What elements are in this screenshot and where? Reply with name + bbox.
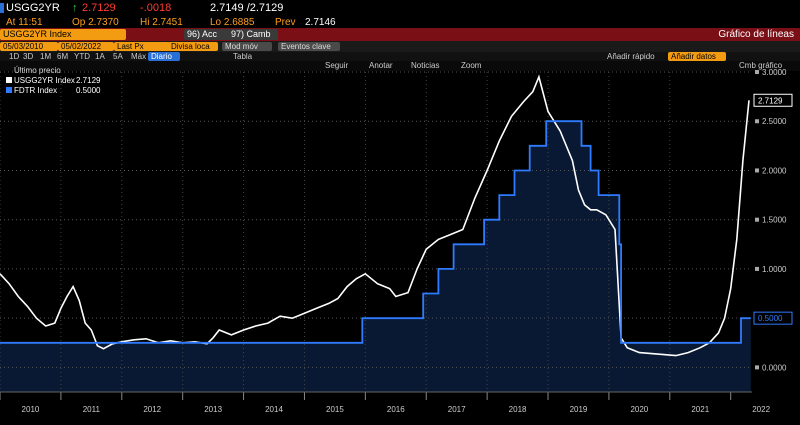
x-tick-label: 2017	[448, 405, 466, 414]
bid-ask: 2.7149 /2.7129	[210, 2, 284, 14]
security-field[interactable]: USGG2YR Index	[0, 29, 126, 40]
x-tick-label: 2014	[265, 405, 283, 414]
camb-button[interactable]: 97) Camb	[228, 29, 278, 40]
y-tick-mark	[755, 365, 759, 370]
y-tick-label: 3.0000	[762, 68, 787, 77]
x-tick-label: 2012	[143, 405, 161, 414]
date-bar: 05/03/2010 05/02/2022 Last Px Divisa loc…	[0, 41, 800, 52]
x-tick-label: 2022	[752, 405, 770, 414]
up-arrow-icon: ↑	[72, 2, 78, 14]
x-tick-label: 2019	[570, 405, 588, 414]
period-1d[interactable]: 1D	[9, 52, 20, 61]
period-6m[interactable]: 6M	[57, 52, 69, 61]
currency-select[interactable]: Divisa loca	[168, 42, 218, 51]
legend-swatch	[6, 77, 12, 83]
y-tick-label: 1.5000	[762, 216, 787, 225]
last-fdtr-label: 0.5000	[758, 314, 783, 323]
last-usgg2yr-label: 2.7129	[758, 96, 783, 105]
x-tick-label: 2013	[204, 405, 222, 414]
fdtr-line	[0, 120, 751, 344]
legend-swatch	[6, 87, 12, 93]
period-bar: 1D 3D 1M 6M YTD 1A 5A Máx Diario Tabla A…	[0, 52, 800, 61]
field-select[interactable]: Last Px	[114, 42, 170, 51]
legend-name: USGG2YR Index	[14, 76, 75, 85]
quote-stats: At 11:51 Op 2.7370 Hi 2.7451 Lo 2.6885 P…	[0, 17, 800, 28]
y-tick-mark	[755, 217, 759, 222]
news-button[interactable]: Noticias	[411, 61, 440, 70]
ticker-label[interactable]: USGG2YR	[6, 2, 60, 14]
acc-button[interactable]: 96) Acc	[184, 29, 230, 40]
legend-entry: USGG2YR Index 2.7129	[4, 75, 100, 85]
zoom-button[interactable]: Zoom	[461, 61, 482, 70]
x-tick-label: 2018	[509, 405, 527, 414]
y-tick-mark	[755, 266, 759, 271]
frequency-select[interactable]: Diario	[148, 52, 180, 61]
legend: Último precio USGG2YR Index 2.7129 FDTR …	[4, 66, 100, 95]
high-stat: Hi 2.7451	[140, 17, 183, 28]
prev-value: 2.7146	[305, 17, 336, 28]
x-tick-label: 2016	[387, 405, 405, 414]
period-1m[interactable]: 1M	[40, 52, 52, 61]
legend-value: 0.5000	[76, 86, 101, 95]
x-tick-label: 2011	[83, 405, 101, 414]
x-tick-label: 2015	[326, 405, 344, 414]
legend-title: Último precio	[14, 66, 61, 75]
usgg2yr-line	[0, 74, 750, 357]
period-max[interactable]: Máx	[131, 52, 147, 61]
y-tick-label: 2.5000	[762, 117, 787, 126]
y-tick-label: 2.0000	[762, 166, 787, 175]
table-button[interactable]: Tabla	[233, 52, 253, 61]
y-tick-mark	[755, 168, 759, 173]
y-tick-mark	[755, 119, 759, 124]
add-data-field[interactable]: Añadir datos	[668, 52, 726, 61]
period-1a[interactable]: 1A	[95, 52, 105, 61]
last-price: 2.7129	[82, 2, 116, 14]
security-bar: USGG2YR Index 96) Acc 97) Camb Gráfico d…	[0, 28, 800, 41]
period-ytd[interactable]: YTD	[74, 52, 90, 61]
end-date-field[interactable]: 05/02/2022	[58, 42, 114, 51]
annotate-button[interactable]: Anotar	[369, 61, 393, 70]
prev-label: Prev	[275, 17, 296, 28]
legend-name: FDTR Index	[14, 86, 58, 95]
mod-button[interactable]: Mod móv	[222, 42, 272, 51]
low-stat: Lo 2.6885	[210, 17, 255, 28]
x-tick-label: 2021	[691, 405, 709, 414]
ticker-box[interactable]	[0, 3, 4, 13]
follow-button[interactable]: Seguir	[325, 61, 349, 70]
open-stat: Op 2.7370	[72, 17, 119, 28]
y-tick-label: 1.0000	[762, 265, 787, 274]
legend-entry: FDTR Index 0.5000	[4, 85, 100, 95]
x-tick-label: 2020	[630, 405, 648, 414]
last-fdtr-box	[753, 311, 793, 325]
chart-type-label: Gráfico de líneas	[718, 29, 794, 40]
events-button[interactable]: Eventos clave	[278, 42, 340, 51]
x-tick-label: 2010	[22, 405, 40, 414]
chart-tools-bar: Seguir Anotar Noticias Zoom Cmb gráfico	[0, 61, 800, 71]
quote-header: USGG2YR ↑ 2.7129 -.0018 2.7149 /2.7129	[0, 0, 800, 18]
fdtr-area	[0, 121, 751, 392]
legend-value: 2.7129	[76, 76, 101, 85]
quick-add-button[interactable]: Añadir rápido	[607, 52, 655, 61]
period-3d[interactable]: 3D	[23, 52, 34, 61]
time-stat: At 11:51	[6, 17, 43, 28]
net-change: -.0018	[140, 2, 172, 14]
y-tick-label: 0.0000	[762, 363, 787, 372]
start-date-field[interactable]: 05/03/2010	[0, 42, 58, 51]
period-5a[interactable]: 5A	[113, 52, 123, 61]
y-tick-mark	[755, 70, 759, 74]
last-usgg2yr-box	[753, 93, 793, 107]
cmb-chart-button[interactable]: Cmb gráfico	[739, 61, 783, 70]
